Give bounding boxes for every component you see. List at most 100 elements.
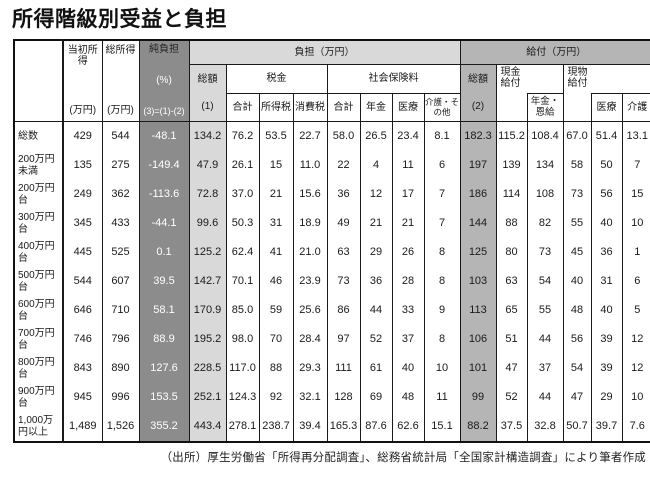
benefit-total-label: 総額 (468, 73, 488, 85)
cell-value: 15 (258, 151, 294, 180)
cell-value: 63 (326, 238, 361, 267)
table-row: 500万円台 544 607 39.5 142.7 70.1 46 23.9 73 36 28 8 10… (13, 267, 650, 296)
cell-value: 117.0 (225, 354, 260, 383)
row-label: 1,000万円以上 (13, 412, 64, 442)
inkind-benefit-label: 現物給付 (567, 66, 588, 90)
cell-value: 8 (423, 238, 461, 267)
cell-value: 4 (359, 151, 393, 180)
cell-value: 87.6 (359, 412, 393, 442)
cell-value: 182.3 (459, 121, 497, 151)
burden-group-header: 負担（万円） (188, 39, 461, 65)
cell-value: 28 (391, 267, 425, 296)
cell-value: 28.4 (292, 325, 328, 354)
row-label: 総数 (13, 121, 64, 151)
cell-value: 29 (590, 383, 623, 412)
cell-value: 53.5 (258, 121, 294, 151)
cell-value: 275 (101, 151, 140, 180)
cell-value: 48 (562, 296, 592, 325)
cell-value: 40 (590, 209, 623, 238)
cell-value: 88.9 (138, 325, 190, 354)
cell-value: 23.4 (391, 121, 425, 151)
cell-value: 796 (101, 325, 140, 354)
cell-value: 9 (423, 296, 461, 325)
cell-value: 7.6 (621, 412, 650, 442)
cell-value: 29.3 (292, 354, 328, 383)
cell-value: 139 (495, 151, 528, 180)
table-row: 1,000万円以上 1,489 1,526 355.2 443.4 278.1 238.7 3… (13, 412, 650, 442)
cell-value: 47 (562, 383, 592, 412)
cell-value: 73 (326, 267, 361, 296)
cell-value: 124.3 (225, 383, 260, 412)
cell-value: 52 (495, 383, 528, 412)
pension-annuity-header: 年金・恩給 (526, 93, 564, 122)
cell-value: 73 (526, 238, 564, 267)
cell-value: 186 (459, 180, 497, 209)
cell-value: 12 (621, 325, 650, 354)
cell-value: 59 (258, 296, 294, 325)
cell-value: 13.1 (621, 121, 650, 151)
cell-value: 56 (590, 180, 623, 209)
cell-value: 86 (326, 296, 361, 325)
cell-value: 10 (621, 209, 650, 238)
cell-value: 843 (62, 354, 103, 383)
cell-value: 165.3 (326, 412, 361, 442)
cell-value: 12 (359, 180, 393, 209)
cell-value: 45 (562, 238, 592, 267)
cell-value: 72.8 (188, 180, 227, 209)
cell-value: 945 (62, 383, 103, 412)
cell-value: 113 (459, 296, 497, 325)
table-row: 700万円台 746 796 88.9 195.2 98.0 70 28.4 97 52 37 8 10… (13, 325, 650, 354)
cell-value: 32.1 (292, 383, 328, 412)
cell-value: 39.4 (292, 412, 328, 442)
cell-value: 525 (101, 238, 140, 267)
cell-value: 8.1 (423, 121, 461, 151)
cell-value: 10 (621, 383, 650, 412)
cell-value: 40 (590, 296, 623, 325)
cell-value: 47 (495, 354, 528, 383)
cell-value: 21 (391, 209, 425, 238)
cell-value: 134 (526, 151, 564, 180)
cell-value: 29 (359, 238, 393, 267)
table-row: 総数 429 544 -48.1 134.2 76.2 53.5 22.7 58.0 26.5 23… (13, 121, 650, 151)
cell-value: 228.5 (188, 354, 227, 383)
cell-value: 128 (326, 383, 361, 412)
cell-value: 153.5 (138, 383, 190, 412)
pension-annuity-label: 年金・恩給 (530, 95, 560, 118)
row-label: 500万円台 (13, 267, 64, 296)
burden-total-header: 総額 (1) (188, 63, 227, 122)
source-note: （出所）厚生労働省「所得再分配調査」、総務省統計局「全国家計構造調査」により筆者… (160, 452, 646, 464)
cell-value: 54 (562, 354, 592, 383)
cell-value: 22.7 (292, 121, 328, 151)
cell-value: 67.0 (562, 121, 592, 151)
cell-value: 15.1 (423, 412, 461, 442)
cell-value: 99.6 (188, 209, 227, 238)
cell-value: 88 (258, 354, 294, 383)
cell-value: 11 (391, 151, 425, 180)
benefit-total-num: (2) (471, 100, 485, 112)
cell-value: 17 (391, 180, 425, 209)
table-row: 200万円台 249 362 -113.6 72.8 37.0 21 15.6 36 12 17 7 1… (13, 180, 650, 209)
social-total-header: 合計 (326, 93, 361, 122)
cell-value: 55 (526, 296, 564, 325)
page-title: 所得階級別受益と負担 (12, 8, 227, 31)
cell-value: 88.2 (459, 412, 497, 442)
cell-value: 37.5 (495, 412, 528, 442)
gross-income-label: 総所得 (105, 44, 136, 56)
cell-value: 355.2 (138, 412, 190, 442)
cell-value: 23.9 (292, 267, 328, 296)
cell-value: 51.4 (590, 121, 623, 151)
net-burden-label: 純負担 (149, 44, 179, 55)
cell-value: 31 (590, 267, 623, 296)
cell-value: 82 (526, 209, 564, 238)
medical-header: 医療 (391, 93, 425, 122)
table-row: 300万円台 345 433 -44.1 99.6 50.3 31 18.9 49 21 21 7 14… (13, 209, 650, 238)
cell-value: 36 (326, 180, 361, 209)
cell-value: 996 (101, 383, 140, 412)
benefit-group-header: 給付（万円） (459, 39, 650, 65)
cell-value: 33 (391, 296, 425, 325)
net-burden-unit: (%) (156, 74, 172, 86)
cell-value: 1 (621, 238, 650, 267)
cash-benefit-label: 現金給付 (500, 66, 521, 90)
col-header-gross-income: 総所得 (万円) (101, 39, 140, 122)
table-row: 800万円台 843 890 127.6 228.5 117.0 88 29.3 111 61 40… (13, 354, 650, 383)
